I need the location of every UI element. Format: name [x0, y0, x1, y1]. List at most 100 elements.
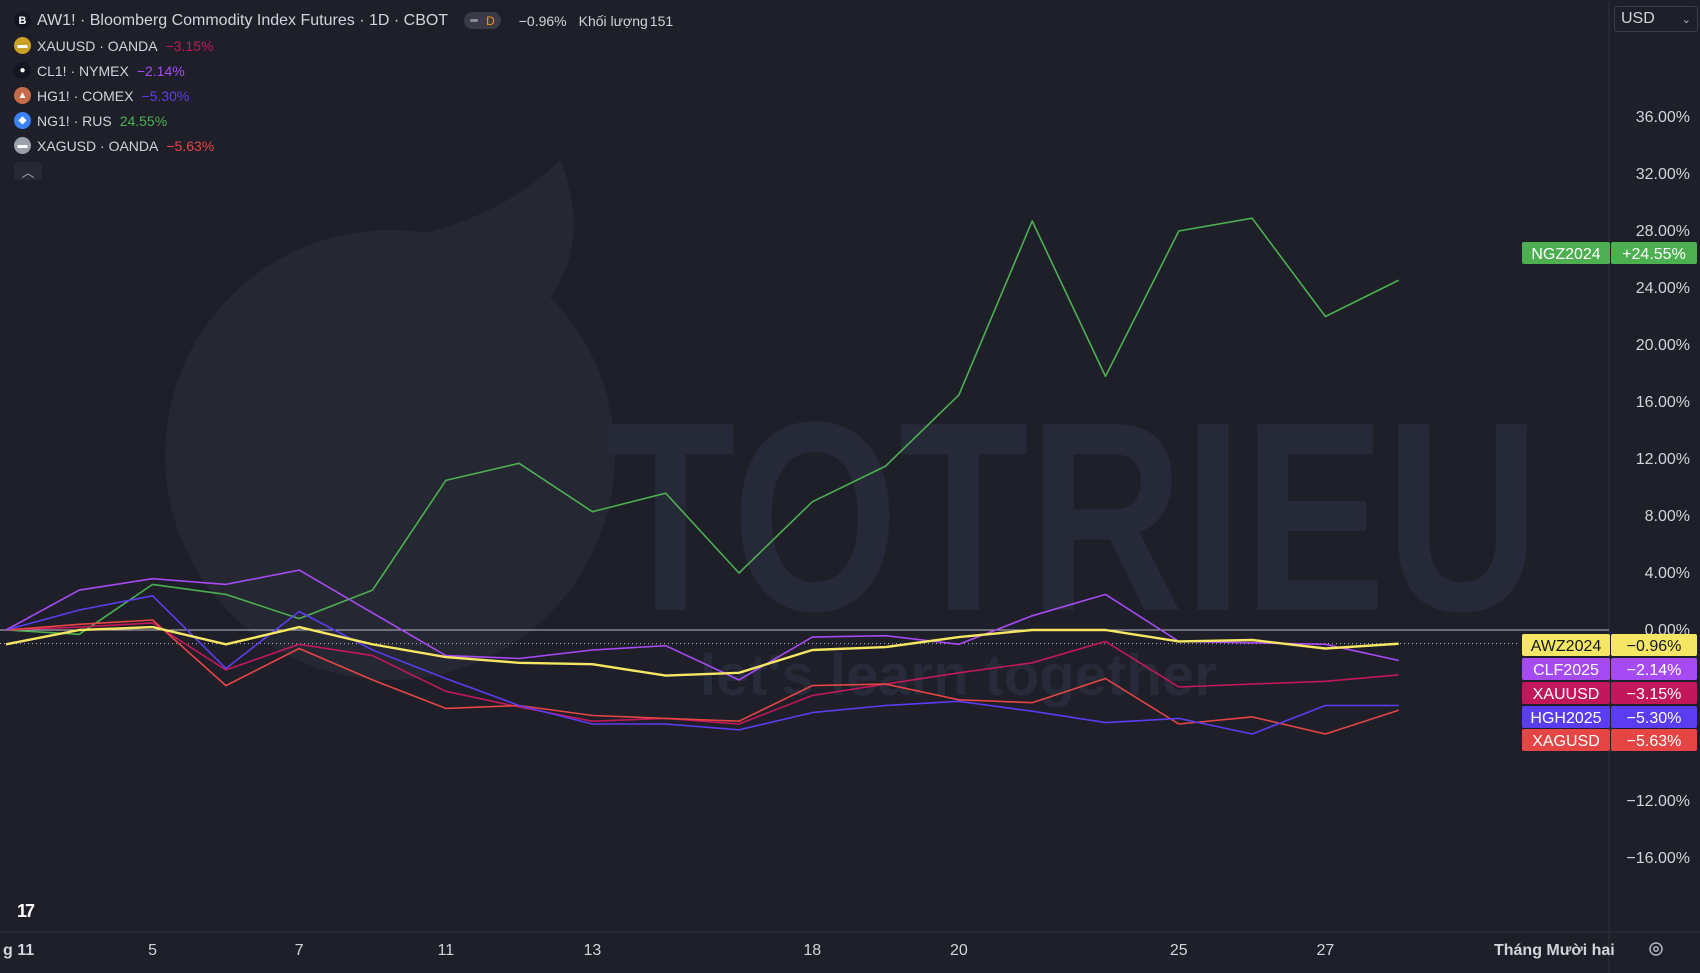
comparison-symbol: CL1! · NYMEX — [37, 62, 129, 79]
series-name-tag — [1522, 658, 1610, 680]
series-line-ngz2024 — [5, 217, 1400, 636]
plot-area — [5, 217, 1400, 735]
chevron-up-icon: ︿ — [21, 164, 35, 180]
series-value: −3.15% — [1627, 686, 1682, 703]
series-value: −2.14% — [1627, 662, 1682, 679]
series-name: XAUUSD — [1533, 686, 1600, 703]
y-tick-label: 8.00% — [1645, 508, 1690, 525]
y-tick-label: 24.00% — [1636, 280, 1690, 297]
watermark-logo: TOTRIEU let's learn together — [165, 160, 1540, 708]
comparison-symbol: XAGUSD · OANDA — [37, 137, 159, 154]
currency-value: USD — [1621, 10, 1655, 27]
comparison-change: −5.30% — [141, 87, 190, 104]
silver-bar-icon: ▬ — [14, 137, 31, 154]
series-line-hgh2025 — [5, 594, 1399, 735]
x-tick-label: g 11 — [3, 942, 34, 959]
x-tick-label: 18 — [803, 942, 821, 959]
collapse-legend-button[interactable]: ︿ — [14, 162, 42, 180]
series-value-tag — [1611, 729, 1697, 751]
y-tick-label: 12.00% — [1636, 451, 1690, 468]
series-line-xagusd — [5, 619, 1399, 735]
series-value-tag — [1611, 706, 1697, 728]
series-name: XAGUSD — [1532, 733, 1600, 750]
series-name-tag — [1522, 634, 1610, 656]
series-name: NGZ2024 — [1531, 246, 1600, 263]
y-tick-label: 28.00% — [1636, 223, 1690, 240]
series-line-awz2024 — [5, 625, 1399, 677]
series-value-tag — [1611, 658, 1697, 680]
oil-drop-icon: ● — [14, 62, 31, 79]
x-tick-label: 25 — [1170, 942, 1188, 959]
x-tick-label: 13 — [584, 942, 602, 959]
currency-select[interactable]: USD ⌄ — [1614, 6, 1698, 32]
comparison-change: −3.15% — [165, 37, 214, 54]
y-axis: 36.00% 32.00% 28.00% 24.00% 20.00% 16.00% 12.0… — [1626, 109, 1690, 867]
series-line-xauusd — [5, 622, 1399, 725]
main-symbol-row[interactable]: B AW1! · Bloomberg Commodity Index Futur… — [14, 8, 673, 33]
comparison-row[interactable]: ● CL1! · NYMEX −2.14% — [14, 58, 673, 83]
x-tick-label: 5 — [148, 942, 157, 959]
x-tick-label: 27 — [1317, 942, 1335, 959]
x-tick-label: Tháng Mười hai — [1494, 942, 1615, 959]
gas-flame-icon: ◆ — [14, 112, 31, 129]
series-name: CLF2025 — [1533, 662, 1599, 679]
series-value-tag — [1611, 682, 1697, 704]
series-labels: NGZ2024 +24.55% AWZ2024 −0.96% CLF2025 −2.14%… — [1522, 242, 1697, 751]
series-name: HGH2025 — [1530, 710, 1601, 727]
x-tick-label: 20 — [950, 942, 968, 959]
settings-icon[interactable] — [1646, 939, 1666, 959]
bloomberg-icon: B — [14, 12, 31, 29]
main-symbol-title: AW1! · Bloomberg Commodity Index Futures… — [37, 11, 449, 29]
comparison-row[interactable]: ▬ XAUUSD · OANDA −3.15% — [14, 33, 673, 58]
x-tick-label: 11 — [437, 942, 454, 959]
watermark-tagline: let's learn together — [700, 643, 1217, 708]
series-tag-xagusd: XAGUSD −5.63% — [1522, 729, 1697, 751]
x-tick-label: 7 — [295, 942, 304, 959]
series-tag-ngz2024: NGZ2024 +24.55% — [1522, 242, 1697, 264]
interval-pill[interactable]: D — [464, 12, 501, 29]
series-value: −0.96% — [1627, 638, 1682, 655]
y-tick-label: 36.00% — [1636, 109, 1690, 126]
series-value: −5.63% — [1627, 733, 1682, 750]
series-tag-clf2025: CLF2025 −2.14% — [1522, 658, 1697, 680]
series-value-tag — [1611, 634, 1697, 656]
series-name-tag — [1522, 729, 1610, 751]
comparison-symbol: XAUUSD · OANDA — [37, 37, 158, 54]
series-name: AWZ2024 — [1531, 638, 1602, 655]
x-axis: g 11 5 7 11 13 18 20 25 27 Tháng Mười hai — [3, 942, 1615, 959]
series-value: −5.30% — [1627, 710, 1682, 727]
series-tag-xauusd: XAUUSD −3.15% — [1522, 682, 1697, 704]
interval-label: D — [486, 13, 495, 28]
chevron-down-icon: ⌄ — [1681, 13, 1691, 26]
legend: B AW1! · Bloomberg Commodity Index Futur… — [14, 8, 673, 180]
series-name-tag — [1522, 242, 1610, 264]
y-tick-label: −12.00% — [1626, 793, 1690, 810]
watermark-brand: TOTRIEU — [605, 367, 1540, 668]
comparison-row[interactable]: ▬ XAGUSD · OANDA −5.63% — [14, 133, 673, 158]
comparison-row[interactable]: ◆ NG1! · RUS 24.55% — [14, 108, 673, 133]
comparison-list: ▬ XAUUSD · OANDA −3.15% ● CL1! · NYMEX −2.14%… — [14, 33, 673, 158]
volume-label: Khối lượng — [578, 12, 648, 29]
gold-bar-icon: ▬ — [14, 37, 31, 54]
y-tick-label: 16.00% — [1636, 394, 1690, 411]
series-name-tag — [1522, 682, 1610, 704]
comparison-change: −2.14% — [136, 62, 185, 79]
minus-icon — [470, 19, 479, 22]
tradingview-logo-icon[interactable]: 17 — [17, 901, 35, 921]
comparison-symbol: NG1! · RUS — [37, 112, 112, 129]
y-tick-label: 4.00% — [1645, 565, 1690, 582]
series-name-tag — [1522, 706, 1610, 728]
y-tick-label: 32.00% — [1636, 166, 1690, 183]
series-value-tag — [1611, 242, 1697, 264]
main-change: −0.96% — [518, 12, 567, 29]
y-tick-label: −16.00% — [1626, 850, 1690, 867]
series-tag-hgh2025: HGH2025 −5.30% — [1522, 706, 1697, 728]
copper-icon: ▲ — [14, 87, 31, 104]
y-tick-label: 20.00% — [1636, 337, 1690, 354]
comparison-row[interactable]: ▲ HG1! · COMEX −5.30% — [14, 83, 673, 108]
comparison-change: −5.63% — [166, 137, 215, 154]
comparison-change: 24.55% — [119, 112, 168, 129]
series-tag-awz2024: AWZ2024 −0.96% — [1522, 634, 1697, 656]
series-line-clf2025 — [5, 569, 1399, 681]
